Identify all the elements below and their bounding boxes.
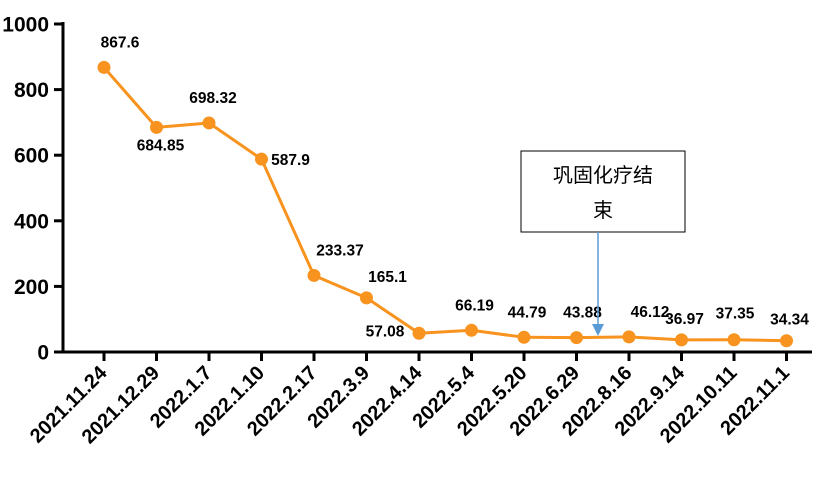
data-label: 684.85 (137, 137, 185, 154)
axes (54, 22, 812, 361)
y-tick-label: 800 (14, 79, 49, 102)
y-tick-label: 400 (14, 210, 49, 233)
data-point (780, 334, 793, 348)
data-point (675, 333, 688, 347)
data-label: 44.79 (508, 304, 547, 321)
data-point (622, 330, 636, 344)
y-tick-label: 1000 (2, 14, 49, 37)
annotation-text-line1: 巩固化疗结 (553, 163, 653, 187)
data-point (517, 330, 531, 344)
data-label: 587.9 (271, 152, 310, 169)
data-label: 34.34 (770, 312, 809, 329)
data-point (202, 116, 216, 130)
annotation-box (520, 150, 686, 233)
data-point (465, 323, 478, 337)
data-labels: 867.6 684.85 698.32 587.9 233.37 165.1 57.08 66… (101, 34, 810, 340)
annotation-text-line2: 束 (593, 198, 613, 222)
y-tick-label: 600 (14, 145, 49, 168)
data-point (570, 331, 583, 345)
data-point (727, 333, 741, 347)
data-point (150, 120, 163, 134)
series-line-group (102, 66, 787, 343)
data-label: 46.12 (631, 304, 670, 321)
data-point (255, 152, 268, 166)
data-point (360, 291, 373, 305)
data-label: 66.19 (455, 297, 494, 314)
data-label: 165.1 (368, 269, 407, 286)
data-point (97, 60, 111, 74)
annotation: 巩固化疗结 束 (520, 150, 686, 336)
series-line (102, 66, 787, 343)
data-label: 43.88 (563, 305, 602, 322)
data-label: 698.32 (189, 90, 236, 107)
data-label: 867.6 (101, 34, 140, 51)
data-label: 57.08 (366, 323, 405, 340)
y-tick-label: 0 (37, 342, 49, 365)
annotation-arrow-head (592, 324, 604, 336)
data-points (97, 60, 793, 348)
data-point (307, 268, 321, 282)
data-label: 36.97 (665, 311, 704, 328)
data-point (412, 326, 426, 340)
y-tick-label: 200 (14, 276, 49, 299)
data-label: 37.35 (716, 306, 755, 323)
data-label: 233.37 (316, 242, 363, 259)
